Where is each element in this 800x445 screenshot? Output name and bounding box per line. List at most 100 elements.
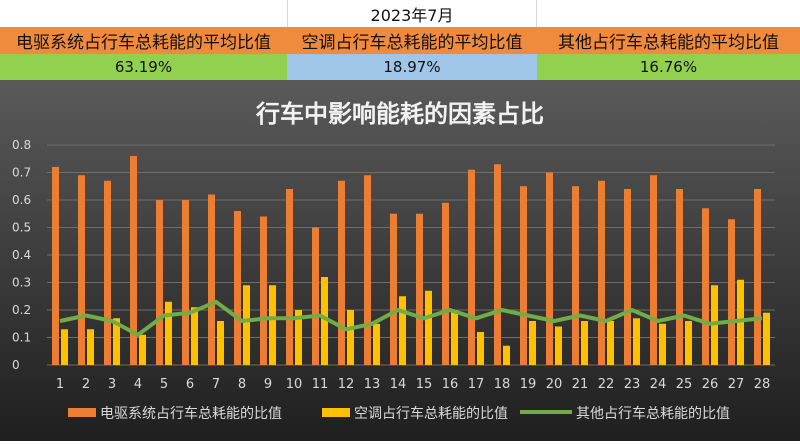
y-tick-label: 0.3 [12,276,31,290]
bar-drive [182,200,189,365]
x-tick-label: 2 [82,377,90,392]
bar-drive [52,167,59,365]
bar-drive [312,227,319,365]
bar-ac [763,312,770,365]
bar-ac [139,334,146,365]
bar-drive [260,216,267,365]
bar-ac [451,310,458,365]
ac-avg-label: 空调占行车总耗能的平均比值 [287,27,537,54]
x-tick-label: 17 [468,377,485,392]
bar-drive [494,164,501,365]
bar-drive [416,213,423,365]
x-tick-label: 20 [546,377,563,392]
bar-ac [425,290,432,365]
ac-avg-value: 18.97% [287,54,537,80]
x-tick-label: 1 [56,377,64,392]
bar-ac [685,321,692,365]
x-tick-label: 28 [754,377,771,392]
chart-area: 行车中影响能耗的因素占比 0 0.1 0.2 0.3 0.4 0.5 0.6 0.7 0.8 1… [0,80,800,441]
bar-ac [581,321,588,365]
legend-label-ac: 空调占行车总耗能的比值 [354,405,508,422]
bar-drive [208,194,215,365]
bar-ac [529,321,536,365]
line-other [59,299,763,337]
x-tick-label: 16 [442,377,459,392]
bar-ac [113,318,120,365]
bar-drive [286,189,293,365]
chart-legend: 电驱系统占行车总耗能的比值 空调占行车总耗能的比值 其他占行车总耗能的比值 [68,405,730,422]
y-tick-label: 0.7 [12,166,31,180]
bar-drive [130,156,137,365]
x-tick-label: 14 [390,377,407,392]
legend-swatch-drive [68,408,96,417]
x-tick-label: 3 [108,377,116,392]
x-tick-label: 12 [338,377,355,392]
bar-ac [217,321,224,365]
x-tick-label: 18 [494,377,511,392]
other-avg-label: 其他占行车总耗能的平均比值 [537,27,800,54]
bar-ac [399,296,406,365]
x-tick-label: 10 [286,377,303,392]
x-tick-label: 4 [134,377,142,392]
period-header: 2023年7月 [287,0,537,27]
other-avg-value: 16.76% [537,54,800,80]
bar-ac [165,301,172,365]
bar-drive [338,180,345,365]
bar-ac [555,326,562,365]
x-tick-label: 25 [676,377,693,392]
bar-drive [624,189,631,365]
x-tick-label: 7 [212,377,220,392]
x-tick-label: 15 [416,377,433,392]
bar-drive [442,202,449,365]
x-tick-label: 19 [520,377,537,392]
x-tick-label: 23 [624,377,641,392]
bar-ac [477,332,484,365]
y-tick-label: 0.4 [12,248,31,262]
x-tick-label: 24 [650,377,667,392]
bar-drive [468,169,475,365]
y-tick-label: 0.2 [12,303,31,317]
x-tick-label: 9 [264,377,272,392]
x-tick-label: 8 [238,377,246,392]
drive-avg-value: 63.19% [0,54,287,80]
x-tick-label: 11 [312,377,329,392]
legend-label-other: 其他占行车总耗能的比值 [576,405,730,422]
bar-ac [87,329,94,365]
bar-drive [156,200,163,365]
bar-ac [373,323,380,365]
x-tick-label: 13 [364,377,381,392]
bar-ac [243,285,250,365]
bar-ac [633,318,640,365]
bar-ac [659,323,666,365]
x-tick-label: 6 [186,377,194,392]
x-tick-label: 27 [728,377,745,392]
bar-drive [234,211,241,365]
y-tick-label: 0 [12,358,20,372]
drive-avg-label: 电驱系统占行车总耗能的平均比值 [0,27,287,54]
bar-drive [728,219,735,365]
bar-drive [364,175,371,365]
y-tick-label: 0.1 [12,331,31,345]
x-tick-label: 22 [598,377,615,392]
legend-swatch-ac [322,408,350,417]
bar-drive [390,213,397,365]
bar-drive [78,175,85,365]
bar-ac [269,285,276,365]
x-tick-label: 5 [160,377,168,392]
summary-table: 2023年7月 电驱系统占行车总耗能的平均比值 空调占行车总耗能的平均比值 其他… [0,0,800,80]
bar-ac [61,329,68,365]
bar-ac [347,310,354,365]
legend-label-drive: 电驱系统占行车总耗能的比值 [100,405,282,422]
bar-drive [520,186,527,365]
bar-ac [321,277,328,365]
bar-drive [754,189,761,365]
y-tick-label: 0.6 [12,193,31,207]
bar-drive [702,208,709,365]
bar-drive [572,186,579,365]
chart-title: 行车中影响能耗的因素占比 [255,100,544,128]
bar-drive [676,189,683,365]
bar-drive [598,180,605,365]
bar-ac [607,321,614,365]
energy-factor-chart: 行车中影响能耗的因素占比 0 0.1 0.2 0.3 0.4 0.5 0.6 0.7 0.8 1… [0,80,800,441]
bar-drive [104,180,111,365]
